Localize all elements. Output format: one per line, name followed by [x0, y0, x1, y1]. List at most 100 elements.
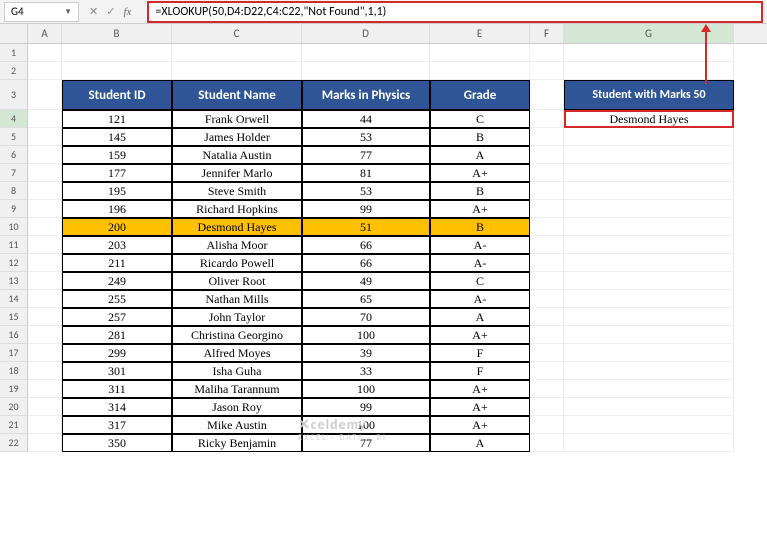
cell-A21[interactable]	[28, 416, 62, 434]
row-header-4[interactable]: 4	[0, 110, 28, 128]
cell-F18[interactable]	[530, 362, 564, 380]
cell-E7[interactable]: A+	[430, 164, 530, 182]
cell-E16[interactable]: A+	[430, 326, 530, 344]
cell-D18[interactable]: 33	[302, 362, 430, 380]
cell-B7[interactable]: 177	[62, 164, 172, 182]
cell-F8[interactable]	[530, 182, 564, 200]
cell-G11[interactable]	[564, 236, 734, 254]
formula-input[interactable]: =XLOOKUP(50,D4:D22,C4:C22,"Not Found",1,…	[147, 1, 763, 23]
cell-A16[interactable]	[28, 326, 62, 344]
cell-E21[interactable]: A+	[430, 416, 530, 434]
col-header-D[interactable]: D	[302, 24, 430, 43]
cell-E13[interactable]: C	[430, 272, 530, 290]
cell-A12[interactable]	[28, 254, 62, 272]
cell-F13[interactable]	[530, 272, 564, 290]
cell-B20[interactable]: 314	[62, 398, 172, 416]
cell-D4[interactable]: 44	[302, 110, 430, 128]
cell-B14[interactable]: 255	[62, 290, 172, 308]
cell-G7[interactable]	[564, 164, 734, 182]
cell-A2[interactable]	[28, 62, 62, 80]
cell-C2[interactable]	[172, 62, 302, 80]
row-header-7[interactable]: 7	[0, 164, 28, 182]
cell-B1[interactable]	[62, 44, 172, 62]
cell-C13[interactable]: Oliver Root	[172, 272, 302, 290]
cell-F17[interactable]	[530, 344, 564, 362]
cell-D13[interactable]: 49	[302, 272, 430, 290]
cell-F21[interactable]	[530, 416, 564, 434]
cell-D14[interactable]: 65	[302, 290, 430, 308]
col-header-B[interactable]: B	[62, 24, 172, 43]
cell-C4[interactable]: Frank Orwell	[172, 110, 302, 128]
row-header-13[interactable]: 13	[0, 272, 28, 290]
cell-E12[interactable]: A-	[430, 254, 530, 272]
cell-E1[interactable]	[430, 44, 530, 62]
row-header-16[interactable]: 16	[0, 326, 28, 344]
cell-B5[interactable]: 145	[62, 128, 172, 146]
cell-F11[interactable]	[530, 236, 564, 254]
col-header-E[interactable]: E	[430, 24, 530, 43]
row-header-10[interactable]: 10	[0, 218, 28, 236]
cell-A18[interactable]	[28, 362, 62, 380]
cell-A17[interactable]	[28, 344, 62, 362]
cell-C3[interactable]: Student Name	[172, 80, 302, 110]
cell-B22[interactable]: 350	[62, 434, 172, 452]
cell-A22[interactable]	[28, 434, 62, 452]
cell-B4[interactable]: 121	[62, 110, 172, 128]
cell-G16[interactable]	[564, 326, 734, 344]
cell-A11[interactable]	[28, 236, 62, 254]
cell-C15[interactable]: John Taylor	[172, 308, 302, 326]
cell-D9[interactable]: 99	[302, 200, 430, 218]
cell-F12[interactable]	[530, 254, 564, 272]
cell-C11[interactable]: Alisha Moor	[172, 236, 302, 254]
fx-icon[interactable]: fx	[123, 6, 131, 18]
cell-B6[interactable]: 159	[62, 146, 172, 164]
cell-D12[interactable]: 66	[302, 254, 430, 272]
row-header-11[interactable]: 11	[0, 236, 28, 254]
cell-D3[interactable]: Marks in Physics	[302, 80, 430, 110]
check-icon[interactable]: ✓	[106, 5, 115, 18]
cell-A8[interactable]	[28, 182, 62, 200]
cell-C10[interactable]: Desmond Hayes	[172, 218, 302, 236]
cell-F1[interactable]	[530, 44, 564, 62]
cell-A1[interactable]	[28, 44, 62, 62]
cell-G9[interactable]	[564, 200, 734, 218]
cell-A9[interactable]	[28, 200, 62, 218]
cell-E20[interactable]: A+	[430, 398, 530, 416]
cell-C8[interactable]: Steve Smith	[172, 182, 302, 200]
col-header-F[interactable]: F	[530, 24, 564, 43]
row-header-14[interactable]: 14	[0, 290, 28, 308]
cell-D16[interactable]: 100	[302, 326, 430, 344]
cell-E11[interactable]: A-	[430, 236, 530, 254]
cell-B19[interactable]: 311	[62, 380, 172, 398]
cell-B13[interactable]: 249	[62, 272, 172, 290]
cell-F10[interactable]	[530, 218, 564, 236]
row-header-2[interactable]: 2	[0, 62, 28, 80]
cell-E3[interactable]: Grade	[430, 80, 530, 110]
cell-G17[interactable]	[564, 344, 734, 362]
cell-G2[interactable]	[564, 62, 734, 80]
cell-G19[interactable]	[564, 380, 734, 398]
col-header-C[interactable]: C	[172, 24, 302, 43]
cell-A20[interactable]	[28, 398, 62, 416]
cell-C7[interactable]: Jennifer Marlo	[172, 164, 302, 182]
cell-D7[interactable]: 81	[302, 164, 430, 182]
cell-E5[interactable]: B	[430, 128, 530, 146]
cell-F19[interactable]	[530, 380, 564, 398]
cell-E19[interactable]: A+	[430, 380, 530, 398]
row-header-9[interactable]: 9	[0, 200, 28, 218]
cell-G5[interactable]	[564, 128, 734, 146]
cell-G13[interactable]	[564, 272, 734, 290]
cell-F6[interactable]	[530, 146, 564, 164]
cell-E2[interactable]	[430, 62, 530, 80]
cell-F2[interactable]	[530, 62, 564, 80]
cell-G4[interactable]: Desmond Hayes	[564, 110, 734, 128]
cell-G14[interactable]	[564, 290, 734, 308]
row-header-8[interactable]: 8	[0, 182, 28, 200]
cell-B16[interactable]: 281	[62, 326, 172, 344]
cell-D20[interactable]: 99	[302, 398, 430, 416]
cell-C19[interactable]: Maliha Tarannum	[172, 380, 302, 398]
cell-G22[interactable]	[564, 434, 734, 452]
cell-A14[interactable]	[28, 290, 62, 308]
col-header-A[interactable]: A	[28, 24, 62, 43]
cell-C1[interactable]	[172, 44, 302, 62]
